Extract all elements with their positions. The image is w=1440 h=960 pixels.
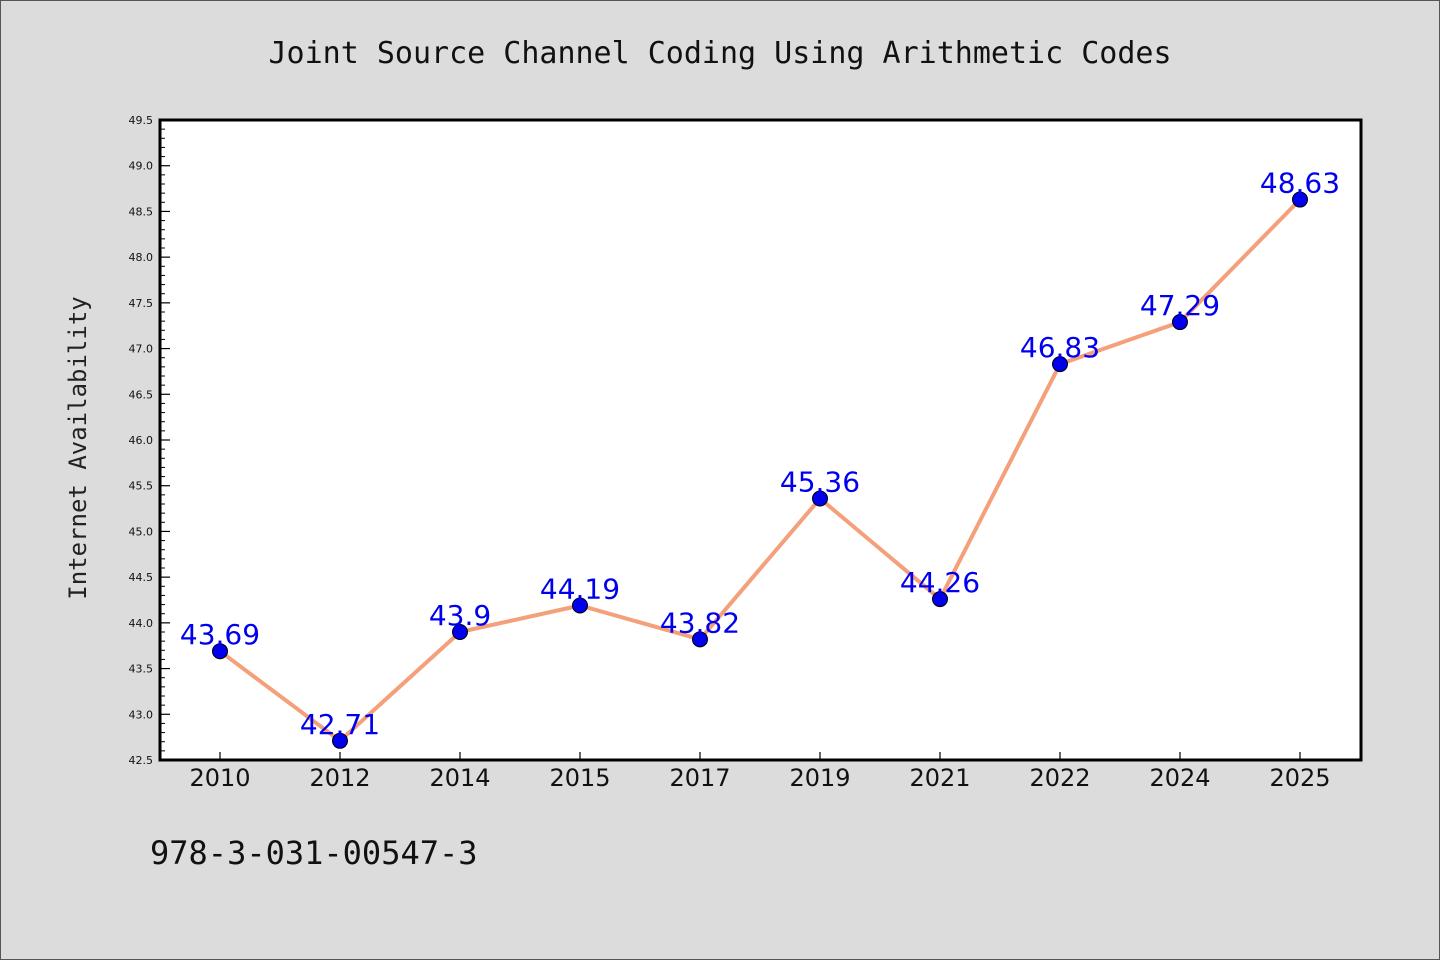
data-label: 44.26: [900, 566, 980, 599]
x-tick-label: 2014: [429, 764, 490, 792]
x-tick-label: 2022: [1029, 764, 1090, 792]
y-axis-label: Internet Availability: [64, 296, 92, 599]
data-point: [932, 591, 948, 608]
x-tick-label: 2017: [669, 764, 730, 792]
y-ticks: 42.5 43.0 43.5 44.0 44.5 45.0 45.5 46.0 46.5 47.0…: [129, 114, 170, 767]
data-point: [1292, 191, 1308, 208]
y-minor-ticks: [160, 128, 165, 752]
data-point: [332, 732, 348, 749]
x-tick-label: 2025: [1269, 764, 1330, 792]
y-tick-label: 42.5: [129, 754, 154, 767]
series-line: [218, 198, 1302, 743]
data-label: 42.71: [300, 708, 380, 741]
x-tick-label: 2019: [789, 764, 850, 792]
data-point: [692, 631, 708, 648]
x-ticks: 2010 2012 2014 2015 2017 2019 2021 2022 2024 2025: [189, 752, 1331, 792]
data-label: 46.83: [1020, 331, 1100, 364]
y-tick-label: 47.5: [129, 297, 154, 310]
y-tick-label: 44.5: [129, 571, 154, 584]
data-point: [1052, 356, 1068, 373]
isbn-annotation: 978-3-031-00547-3: [150, 834, 478, 872]
y-tick-label: 49.5: [129, 114, 154, 127]
y-tick-label: 48.0: [129, 251, 154, 264]
y-tick-label: 46.0: [129, 434, 154, 447]
y-tick-label: 48.5: [129, 205, 154, 218]
y-tick-label: 44.0: [129, 617, 154, 630]
data-point: [452, 624, 468, 640]
y-tick-label: 45.0: [129, 525, 154, 538]
data-markers: [212, 191, 1308, 749]
y-tick-label: 43.5: [129, 663, 154, 676]
y-tick-label: 47.0: [129, 343, 154, 356]
x-tick-label: 2021: [909, 764, 970, 792]
x-tick-label: 2015: [549, 764, 610, 792]
data-point: [572, 597, 588, 614]
y-tick-label: 43.0: [129, 708, 154, 721]
series-line-group: [218, 198, 1302, 743]
data-point: [212, 643, 228, 660]
x-tick-label: 2010: [189, 764, 250, 792]
x-tick-label: 2024: [1149, 764, 1210, 792]
data-label: 43.9: [429, 599, 491, 632]
plot-area: [158, 118, 1363, 762]
data-label: 43.82: [660, 606, 740, 639]
x-tick-label: 2012: [309, 764, 370, 792]
data-label: 47.29: [1140, 289, 1220, 322]
data-label: 45.36: [780, 466, 860, 499]
data-label: 48.63: [1260, 167, 1340, 200]
y-tick-label: 45.5: [129, 480, 154, 493]
chart-title: Joint Source Channel Coding Using Arithm…: [268, 36, 1171, 71]
data-label: 44.19: [540, 572, 620, 605]
y-tick-label: 46.5: [129, 388, 154, 401]
data-labels: 43.69 42.71 43.9 44.19 43.82 45.36 44.26 46.83 4…: [180, 167, 1340, 741]
data-point: [1172, 314, 1188, 331]
data-label: 43.69: [180, 618, 260, 651]
y-tick-label: 49.0: [129, 160, 154, 173]
data-point: [812, 490, 828, 507]
